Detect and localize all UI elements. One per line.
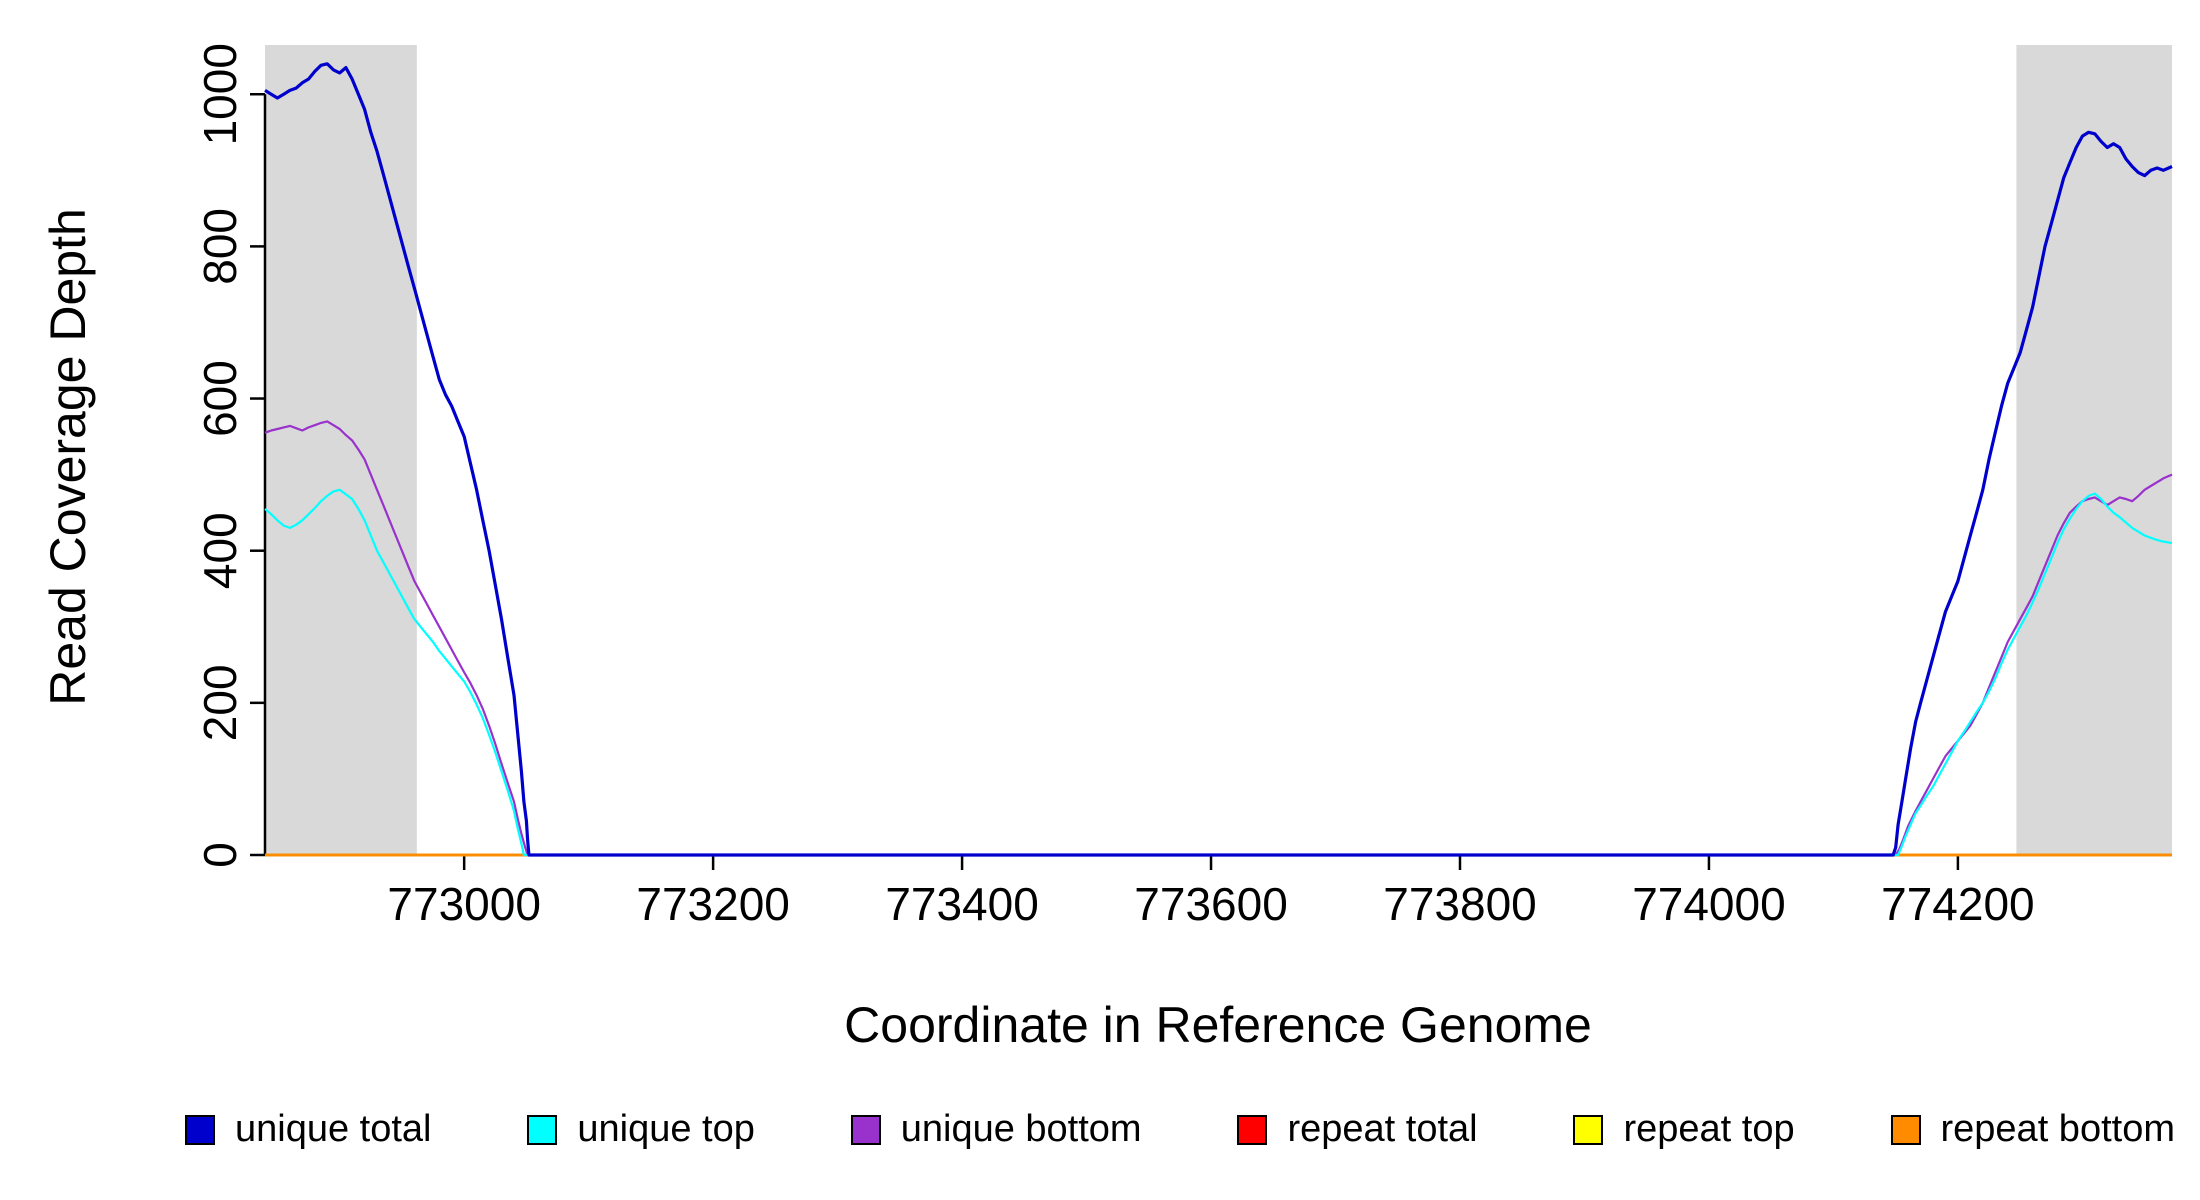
series-line-unique-top <box>264 488 2173 857</box>
legend-label-repeat-bottom: repeat bottom <box>1940 1108 2175 1150</box>
legend-swatch-repeat-total <box>1237 1114 1268 1145</box>
series-line-unique-total <box>264 62 2173 857</box>
legend-swatch-unique-total <box>185 1114 215 1145</box>
legend-label-unique-total: unique total <box>235 1108 432 1150</box>
x-axis-title: Coordinate in Reference Genome <box>844 997 1592 1053</box>
coverage-chart: 773000 773200 773400 773600 773800 774000 7742… <box>40 43 2173 1053</box>
legend-swatch-repeat-bottom <box>1890 1114 1921 1145</box>
y-tick-label: 800 <box>194 208 246 285</box>
legend-item-repeat-top: repeat top <box>1573 1108 1795 1151</box>
x-tick-label: 773200 <box>636 878 790 930</box>
y-tick-label: 1000 <box>194 43 246 145</box>
plot-area: 773000 773200 773400 773600 773800 774000 7742… <box>194 43 2173 930</box>
x-tick-label: 773600 <box>1134 878 1288 930</box>
x-tick-label: 774200 <box>1881 878 2035 930</box>
legend-swatch-repeat-top <box>1573 1114 1604 1145</box>
series-line-unique-bottom <box>264 420 2173 857</box>
legend-swatch-unique-top <box>527 1114 558 1145</box>
y-tick-label: 0 <box>194 842 246 868</box>
y-tick-label: 200 <box>194 664 246 741</box>
legend-item-repeat-total: repeat total <box>1237 1108 1478 1151</box>
shaded-region <box>265 45 417 855</box>
legend-label-repeat-total: repeat total <box>1287 1108 1478 1150</box>
x-tick-label: 773800 <box>1383 878 1537 930</box>
x-tick-label: 773000 <box>387 878 541 930</box>
legend-item-repeat-bottom: repeat bottom <box>1890 1108 2175 1151</box>
y-tick-label: 600 <box>194 360 246 437</box>
legend-label-unique-top: unique top <box>577 1108 755 1150</box>
legend-item-unique-total: unique total <box>185 1108 432 1151</box>
x-tick-label: 774000 <box>1632 878 1786 930</box>
chart-legend: unique total unique top unique bottom repea… <box>185 1108 2175 1151</box>
x-tick-label: 773400 <box>885 878 1039 930</box>
y-axis-title: Read Coverage Depth <box>40 208 96 706</box>
legend-swatch-unique-bottom <box>850 1114 881 1145</box>
y-tick-label: 400 <box>194 512 246 589</box>
legend-label-repeat-top: repeat top <box>1623 1108 1795 1150</box>
legend-label-unique-bottom: unique bottom <box>900 1108 1142 1150</box>
legend-item-unique-bottom: unique bottom <box>850 1108 1142 1151</box>
shaded-region <box>2016 45 2172 855</box>
legend-item-unique-top: unique top <box>527 1108 755 1151</box>
